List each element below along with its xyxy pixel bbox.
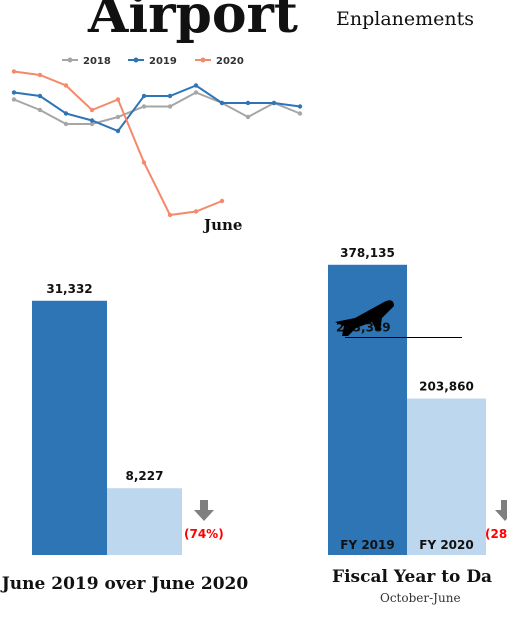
series-line-2018	[13, 91, 301, 125]
bar-june-2020	[107, 488, 182, 555]
data-point-2018-Aug	[37, 107, 43, 113]
fytd-chart-subcaption: October-June	[380, 591, 461, 605]
line-chart-annotation: June	[202, 216, 242, 234]
bar-category-label: FY 2019	[340, 538, 394, 552]
data-point-2019-Mar	[219, 100, 225, 106]
bar-value-label: 203,860	[419, 380, 474, 394]
legend-marker-2020	[200, 57, 206, 63]
legend-label-2019: 2019	[149, 56, 177, 67]
data-point-2019-Sep	[63, 111, 69, 116]
data-point-2019-Aug	[37, 93, 43, 99]
bar-chart-june: 31,332 8,227 (74%)	[32, 282, 224, 555]
legend-marker-2018	[67, 57, 73, 63]
data-point-2019-Jun	[297, 104, 303, 109]
data-point-2020-Dec	[141, 160, 147, 165]
data-point-2019-May	[271, 100, 277, 106]
data-point-2019-Oct	[89, 118, 95, 123]
data-point-2019-Jul	[11, 90, 17, 95]
bar-category-label: FY 2020	[419, 538, 473, 552]
page-title: Airport	[88, 0, 298, 45]
data-point-2020-Aug	[37, 72, 43, 78]
down-arrow-icon	[194, 500, 214, 521]
down-arrow-icon	[495, 500, 507, 521]
data-point-2020-Oct	[89, 107, 95, 113]
fytd-chart-caption: Fiscal Year to Da	[332, 567, 493, 587]
data-point-2020-Jan	[167, 212, 173, 218]
line-chart: 2018 2019 2020 June	[11, 56, 303, 234]
data-point-2020-Mar	[219, 198, 225, 204]
page-subtitle: Enplanements	[336, 8, 475, 30]
data-point-2018-Jul	[11, 97, 17, 102]
data-point-2018-Jun	[297, 111, 303, 116]
legend-label-2020: 2020	[216, 56, 244, 67]
legend-marker-2019	[133, 57, 139, 63]
bar-value-label: 31,332	[46, 282, 92, 296]
data-point-2019-Apr	[245, 100, 251, 106]
change-percent-label: (74%)	[184, 527, 224, 541]
data-point-2018-Sep	[63, 121, 69, 127]
data-point-2018-Feb	[193, 90, 199, 95]
data-point-2018-Jan	[167, 104, 173, 109]
june-chart-caption: June 2019 over June 2020	[1, 574, 249, 594]
data-point-2019-Jan	[167, 93, 173, 99]
data-point-2020-Feb	[193, 209, 199, 214]
data-point-2019-Feb	[193, 83, 199, 88]
change-percent-label: (28	[485, 527, 507, 541]
data-point-2020-Jul	[11, 69, 17, 74]
data-point-2018-Nov	[115, 114, 121, 120]
data-point-2018-Oct	[89, 121, 95, 127]
bar-fy-2019	[328, 264, 407, 555]
bar-fy-2020	[407, 398, 486, 555]
series-line-2020	[13, 70, 223, 217]
data-point-2019-Nov	[115, 128, 121, 134]
airplane-icon	[335, 300, 394, 336]
series-line-2019	[13, 84, 301, 133]
data-point-2020-Sep	[63, 83, 69, 88]
data-point-2018-Apr	[245, 114, 251, 120]
bar-value-label: 8,227	[126, 469, 164, 483]
data-point-2018-Dec	[141, 104, 147, 109]
bar-value-label: 378,135	[340, 246, 395, 260]
data-point-2020-Nov	[115, 97, 121, 102]
legend-label-2018: 2018	[83, 56, 111, 67]
data-point-2019-Dec	[141, 93, 147, 99]
bar-june-2019	[32, 300, 107, 555]
